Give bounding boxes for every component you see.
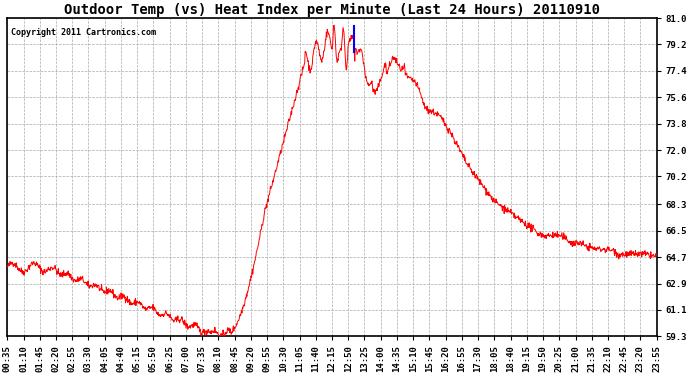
Text: Copyright 2011 Cartronics.com: Copyright 2011 Cartronics.com (10, 28, 155, 37)
Title: Outdoor Temp (vs) Heat Index per Minute (Last 24 Hours) 20110910: Outdoor Temp (vs) Heat Index per Minute … (64, 3, 600, 17)
